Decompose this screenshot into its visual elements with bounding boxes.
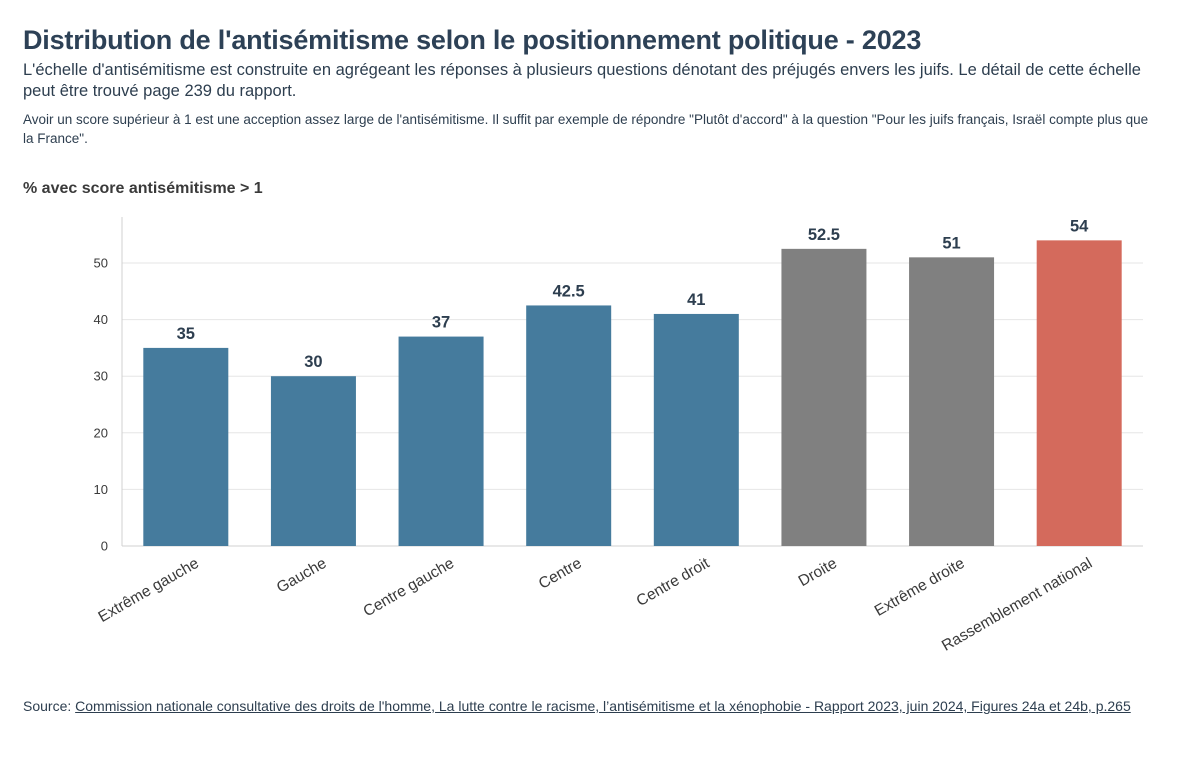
data-label: 54 (1070, 217, 1089, 235)
y-tick-label: 40 (94, 312, 108, 327)
bar (270, 376, 356, 546)
bar (781, 248, 867, 546)
bar (143, 347, 229, 546)
x-tick-label: Extrême gauche (96, 555, 202, 626)
x-tick-label: Centre gauche (360, 555, 457, 621)
x-tick-label: Gauche (274, 555, 330, 597)
data-label: 35 (177, 325, 195, 343)
bar (1036, 240, 1122, 547)
y-axis-label: % avec score antisémitisme > 1 (23, 180, 263, 197)
y-tick-label: 20 (94, 425, 108, 440)
x-tick-labels: Extrême gauche Gauche Centre gauche Centre C… (96, 554, 1096, 654)
y-tick-label: 10 (94, 482, 108, 497)
source-note: Source: Commission nationale consultativ… (23, 696, 1163, 717)
x-tick-label: Centre (536, 555, 585, 593)
y-tick-label: 0 (101, 539, 108, 554)
data-labels: 35 30 37 42.5 41 52.5 51 54 (177, 217, 1090, 371)
bars (143, 240, 1122, 547)
data-label: 51 (942, 234, 960, 252)
data-label: 37 (432, 314, 450, 332)
x-tick-label: Extrême droite (872, 555, 968, 620)
y-tick-label: 30 (94, 369, 108, 384)
bar (526, 305, 612, 546)
x-tick-label: Droite (796, 555, 840, 590)
source-link[interactable]: Commission nationale consultative des dr… (75, 698, 1131, 714)
data-label: 52.5 (808, 226, 840, 244)
source-prefix: Source: (23, 698, 76, 714)
chart-note: Avoir un score supérieur à 1 est une acc… (23, 112, 1149, 146)
y-tick-labels: 0 10 20 30 40 50 (94, 256, 108, 554)
bar-chart: 35 30 37 42.5 41 52.5 51 54 0 10 20 30 40 50 Extrême… (94, 217, 1143, 655)
chart-title: Distribution de l'antisémitisme selon le… (23, 25, 922, 55)
x-tick-label: Centre droit (634, 554, 713, 610)
data-label: 42.5 (553, 282, 585, 300)
data-label: 30 (304, 353, 322, 371)
bar (909, 257, 995, 546)
chart-subtitle: L'échelle d'antisémitisme est construite… (23, 61, 1141, 100)
bar (653, 313, 739, 546)
bar (398, 336, 484, 546)
data-label: 41 (687, 291, 705, 309)
y-tick-label: 50 (94, 256, 108, 271)
